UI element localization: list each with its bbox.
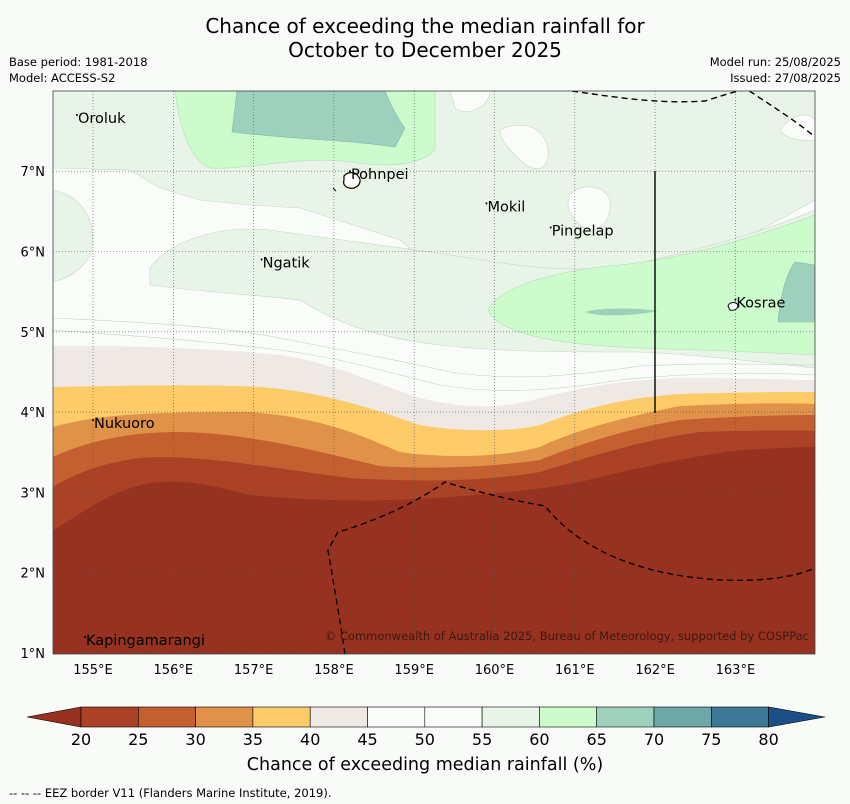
map-frame <box>52 90 816 655</box>
place-marker <box>75 114 78 117</box>
colorbar-tick-label: 55 <box>472 730 492 749</box>
map-title: Chance of exceeding the median rainfall … <box>0 14 850 62</box>
latitude-ticks: 1°N 2°N 3°N 4°N 5°N 6°N 7°N <box>21 165 46 662</box>
lat-tick-label: 7°N <box>21 165 46 180</box>
title-line-2: October to December 2025 <box>288 38 562 62</box>
lat-tick-label: 4°N <box>21 406 46 421</box>
place-label-kapingamarangi: Kapingamarangi <box>86 633 205 649</box>
colorbar-tick-label: 50 <box>415 730 435 749</box>
colorbar-tick-label: 60 <box>529 730 549 749</box>
colorbar-swatch <box>653 706 712 728</box>
place-label-nukuoro: Nukuoro <box>94 416 155 432</box>
place-label-oroluk: Oroluk <box>78 111 126 127</box>
place-marker <box>734 298 737 301</box>
colorbar-tick-label: 30 <box>185 730 205 749</box>
meta-right: Model run: 25/08/2025 Issued: 27/08/2025 <box>710 54 841 86</box>
place-labels: Oroluk Pohnpei Mokil Pingelap Ngatik Kosrae Nu… <box>75 111 785 649</box>
lon-tick-label: 155°E <box>73 663 113 678</box>
colorbar-under-arrow <box>26 706 82 728</box>
longitude-ticks: 155°E 156°E 157°E 158°E 159°E 160°E 161°E 162°E… <box>73 663 755 678</box>
place-label-mokil: Mokil <box>487 199 525 215</box>
model-run: Model run: 25/08/2025 <box>709 55 841 69</box>
colorbar-tick-label: 65 <box>587 730 607 749</box>
colorbar-swatch <box>596 706 655 728</box>
colorbar-tick-label: 40 <box>300 730 320 749</box>
place-label-pohnpei: Pohnpei <box>351 167 409 183</box>
base-period: Base period: 1981-2018 <box>9 55 148 69</box>
copyright-text: © Commonwealth of Australia 2025, Bureau… <box>325 629 809 643</box>
lon-tick-label: 162°E <box>635 663 675 678</box>
footnote: -- -- -- EEZ border V11 (Flanders Marine… <box>9 786 332 800</box>
lon-tick-label: 157°E <box>234 663 274 678</box>
lat-tick-label: 6°N <box>21 246 46 261</box>
place-marker <box>549 226 552 229</box>
place-marker <box>260 258 263 261</box>
place-marker <box>92 419 94 422</box>
lon-tick-label: 158°E <box>314 663 354 678</box>
lat-tick-label: 3°N <box>21 486 46 501</box>
meta-left: Base period: 1981-2018 Model: ACCESS-S2 <box>9 54 148 86</box>
colorbar-tick-label: 75 <box>701 730 721 749</box>
map-figure: Oroluk Pohnpei Mokil Pingelap Ngatik Kosrae Nu… <box>21 90 826 749</box>
place-marker <box>348 170 351 173</box>
colorbar-tick-label: 70 <box>644 730 664 749</box>
colorbar-swatch <box>309 706 368 728</box>
colorbar-tick-label: 20 <box>71 730 91 749</box>
lat-tick-label: 2°N <box>21 567 46 582</box>
colorbar-tick-label: 35 <box>243 730 263 749</box>
lon-tick-label: 159°E <box>394 663 434 678</box>
colorbar-swatch <box>195 706 254 728</box>
colorbar-swatch <box>424 706 483 728</box>
map-area: Oroluk Pohnpei Mokil Pingelap Ngatik Kosrae Nu… <box>53 91 815 654</box>
place-marker <box>485 202 488 205</box>
lon-tick-label: 163°E <box>716 663 756 678</box>
kosrae-island <box>727 302 739 311</box>
place-label-pingelap: Pingelap <box>552 223 614 239</box>
colorbar: 20 25 30 35 40 45 50 55 60 65 70 75 80 <box>26 706 826 749</box>
eez-border <box>327 91 815 654</box>
pohnpei-island <box>343 172 361 189</box>
issued-date: Issued: 27/08/2025 <box>730 71 841 85</box>
colorbar-swatch <box>138 706 196 728</box>
colorbar-swatch <box>367 706 426 728</box>
colorbar-swatch <box>80 706 139 728</box>
place-marker <box>83 635 86 638</box>
place-label-ngatik: Ngatik <box>263 256 311 272</box>
colorbar-swatch <box>481 706 540 728</box>
place-label-kosrae: Kosrae <box>736 296 785 312</box>
colorbar-swatch <box>710 706 769 728</box>
lon-tick-label: 161°E <box>555 663 595 678</box>
colorbar-swatch <box>252 706 311 728</box>
lon-tick-label: 156°E <box>154 663 194 678</box>
colorbar-tick-label: 25 <box>128 730 148 749</box>
title-line-1: Chance of exceeding the median rainfall … <box>205 14 645 38</box>
lat-tick-label: 5°N <box>21 326 46 341</box>
colorbar-label: Chance of exceeding median rainfall (%) <box>246 755 604 775</box>
lon-tick-label: 160°E <box>475 663 515 678</box>
lat-tick-label: 1°N <box>21 647 46 662</box>
colorbar-swatch <box>539 706 598 728</box>
colorbar-tick-label: 45 <box>357 730 377 749</box>
model-name: Model: ACCESS-S2 <box>9 71 116 85</box>
colorbar-tick-label: 80 <box>758 730 778 749</box>
colorbar-over-arrow <box>768 706 826 728</box>
